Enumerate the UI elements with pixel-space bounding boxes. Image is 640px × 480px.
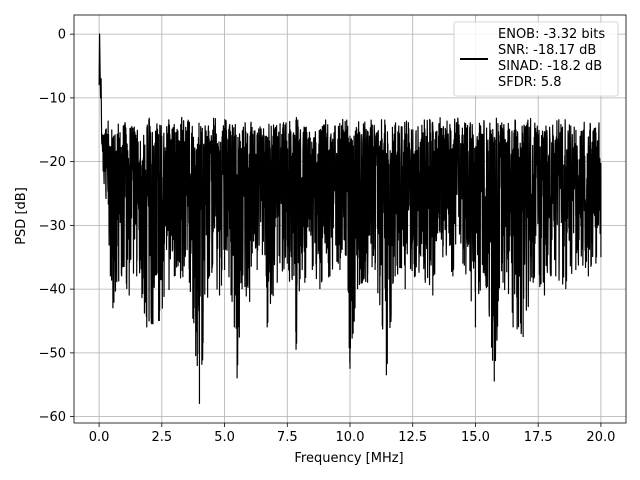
x-tick-label: 17.5 [524, 430, 553, 445]
x-tick-label: 20.0 [586, 430, 615, 445]
legend-line-sfdr: SFDR: 5.8 [498, 75, 562, 90]
y-tick-label: −40 [39, 283, 66, 298]
legend-line-sinad: SINAD: -18.2 dB [498, 59, 602, 74]
series-layer [98, 33, 602, 404]
y-tick-label: −50 [39, 346, 66, 361]
y-tick-label: −10 [39, 91, 66, 106]
x-tick-label: 5.0 [214, 430, 235, 445]
x-tick-label: 7.5 [277, 430, 298, 445]
x-tick-label: 15.0 [461, 430, 490, 445]
x-tick-label: 10.0 [336, 430, 365, 445]
x-tick-label: 12.5 [398, 430, 427, 445]
legend-box [453, 21, 619, 97]
y-tick-label: 0 [58, 28, 66, 43]
ticks-layer: 0.0 2.5 5.0 7.5 10.0 12.5 15.0 17.5 20.0 0 −10 −20 −… [39, 28, 616, 445]
y-tick-label: −60 [39, 410, 66, 425]
y-tick-label: −20 [39, 155, 66, 170]
psd-series-line [98, 33, 602, 404]
legend: ENOB: -3.32 bits SNR: -18.17 dB SINAD: -… [453, 21, 619, 97]
legend-line-enob: ENOB: -3.32 bits [498, 27, 605, 42]
x-axis-label: Frequency [MHz] [294, 451, 403, 466]
y-axis-label: PSD [dB] [14, 187, 29, 245]
x-tick-label: 0.0 [89, 430, 110, 445]
y-tick-label: −30 [39, 219, 66, 234]
x-tick-label: 2.5 [151, 430, 172, 445]
legend-line-snr: SNR: -18.17 dB [498, 43, 596, 58]
